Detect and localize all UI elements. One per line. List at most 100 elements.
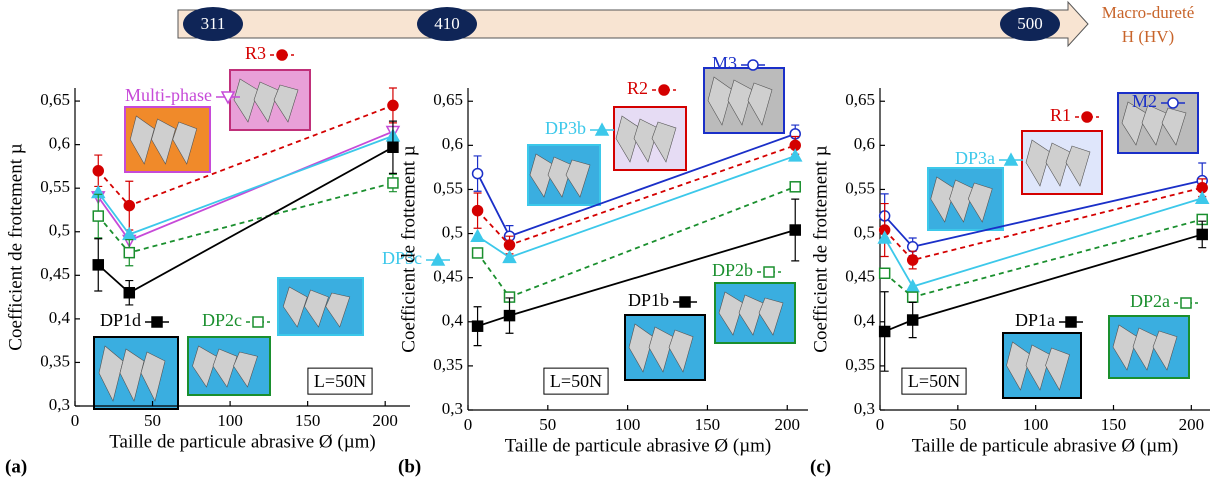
inset-grain [1161, 107, 1187, 146]
inset-grain [1006, 341, 1031, 391]
inset-grain [1112, 324, 1138, 371]
y-tick-label: 0,55 [433, 178, 463, 197]
inset-grain [282, 286, 308, 328]
legend-marker [430, 252, 446, 266]
series-line [97, 182, 394, 254]
inset-grain [930, 176, 956, 223]
legend-marker [252, 316, 264, 328]
inset-grain [273, 84, 299, 123]
inset-grain [651, 121, 677, 163]
legend-marker [1167, 97, 1179, 109]
y-tick-label: 0,65 [845, 90, 875, 109]
y-tick-label: 0,65 [433, 90, 463, 109]
x-tick-label: 150 [695, 415, 721, 434]
annotation: L=50N [550, 371, 602, 391]
legend-label: R1 [1050, 105, 1071, 125]
x-tick-label: 100 [1023, 415, 1049, 434]
y-tick-label: 0,35 [433, 355, 463, 374]
legend-label: DP3b [545, 118, 586, 138]
y-axis-title: Coefficient de frottement µ [398, 145, 419, 352]
y-tick-label: 0,5 [442, 222, 463, 241]
y-tick-label: 0,4 [49, 308, 71, 327]
marker [878, 267, 891, 280]
y-tick-label: 0,4 [854, 311, 876, 330]
marker [92, 210, 105, 222]
inset-grain [1045, 142, 1071, 187]
inset-grain [253, 81, 279, 123]
legend-marker [276, 49, 288, 61]
marker [471, 320, 484, 332]
inset-grain [129, 115, 155, 165]
panel-label: (c) [810, 456, 831, 477]
marker [92, 165, 105, 177]
marker [787, 148, 803, 162]
marker [471, 167, 484, 180]
inset-grain [233, 78, 259, 123]
inset-grain [949, 179, 974, 223]
inset-grain [1152, 330, 1178, 371]
inset-grain [758, 297, 784, 336]
x-axis-title: Taille de particule abrasive Ø (µm) [109, 431, 376, 452]
legend-label: DP3c [382, 248, 422, 268]
marker [789, 181, 801, 193]
inset-grain [628, 323, 654, 373]
legend-label: R3 [245, 43, 266, 63]
x-tick-label: 0 [71, 411, 80, 430]
y-tick-label: 0,45 [845, 267, 875, 286]
inset-grain [1045, 347, 1070, 391]
x-tick-label: 50 [949, 415, 966, 434]
inset-grain [1065, 145, 1091, 187]
marker [470, 228, 485, 242]
marker [123, 286, 136, 299]
inset-grain [615, 115, 641, 163]
marker [503, 309, 516, 322]
inset-grain [119, 348, 145, 402]
inset-grain [1141, 104, 1167, 146]
legend-label: DP2a [1130, 291, 1170, 311]
hardness-label: 311 [201, 14, 226, 33]
y-tick-label: 0,3 [854, 399, 875, 418]
inset-grain [1025, 139, 1051, 187]
y-tick-label: 0,3 [442, 399, 463, 418]
series-line [477, 155, 796, 259]
legend-marker [1081, 111, 1093, 123]
marker [123, 199, 136, 212]
y-tick-label: 0,35 [845, 355, 875, 374]
inset-grain [212, 348, 238, 388]
x-axis-title: Taille de particule abrasive Ø (µm) [505, 435, 772, 456]
inset-grain [233, 351, 258, 388]
marker [906, 241, 919, 253]
marker [906, 254, 919, 266]
y-tick-label: 0,5 [49, 221, 70, 240]
marker [502, 249, 517, 264]
marker [471, 204, 484, 217]
legend-label: Multi-phase [125, 85, 212, 105]
inset-grain [304, 289, 329, 328]
legend-label: DP1b [628, 290, 669, 310]
marker [387, 141, 399, 153]
legend-label: M2 [1132, 91, 1157, 111]
marker [906, 314, 919, 326]
inset-grain [98, 345, 124, 402]
x-tick-label: 50 [539, 415, 556, 434]
legend-marker [594, 122, 610, 136]
marker [906, 291, 919, 303]
inset-grain [967, 182, 993, 223]
inset-grain [707, 76, 733, 126]
inset-grain [547, 156, 573, 198]
legend-label: DP2b [712, 260, 753, 280]
y-tick-label: 0,65 [40, 90, 70, 109]
hardness-subtitle: H (HV) [1122, 27, 1174, 46]
inset-grain [140, 351, 166, 402]
legend-marker [151, 316, 163, 328]
inset-grain [718, 291, 744, 336]
y-tick-label: 0,6 [854, 134, 875, 153]
legend-label: M3 [712, 53, 737, 73]
legend-marker [747, 59, 759, 71]
inset-grain [633, 118, 659, 163]
legend-marker [1065, 316, 1077, 328]
y-tick-label: 0,45 [433, 267, 463, 286]
inset-grain [192, 345, 217, 388]
annotation: L=50N [314, 371, 366, 391]
x-tick-label: 150 [1101, 415, 1127, 434]
